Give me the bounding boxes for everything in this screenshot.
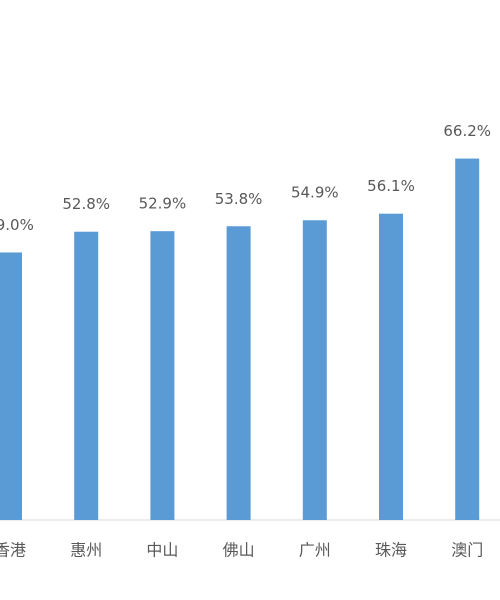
x-tick-label: 佛山	[223, 541, 255, 560]
value-label: 49.0%	[0, 216, 34, 234]
value-label: 56.1%	[367, 177, 415, 195]
x-tick-label: 广州	[299, 541, 331, 560]
value-label: 53.8%	[215, 190, 263, 208]
bar	[0, 252, 22, 520]
bar	[455, 158, 480, 520]
x-tick-label: 澳门	[451, 541, 483, 560]
bar	[379, 213, 403, 520]
x-tick-label: 惠州	[70, 541, 102, 560]
bar	[150, 231, 175, 520]
bar	[226, 226, 251, 520]
value-label: 54.9%	[291, 184, 339, 202]
bar	[74, 231, 99, 520]
value-label: 52.9%	[139, 195, 187, 213]
x-tick-label: 珠海	[375, 541, 407, 560]
value-label: 52.8%	[62, 195, 110, 213]
x-tick-label: 中山	[146, 541, 178, 560]
value-label: 66.2%	[443, 122, 491, 140]
x-tick-label: 香港	[0, 541, 26, 560]
bar	[302, 220, 327, 520]
